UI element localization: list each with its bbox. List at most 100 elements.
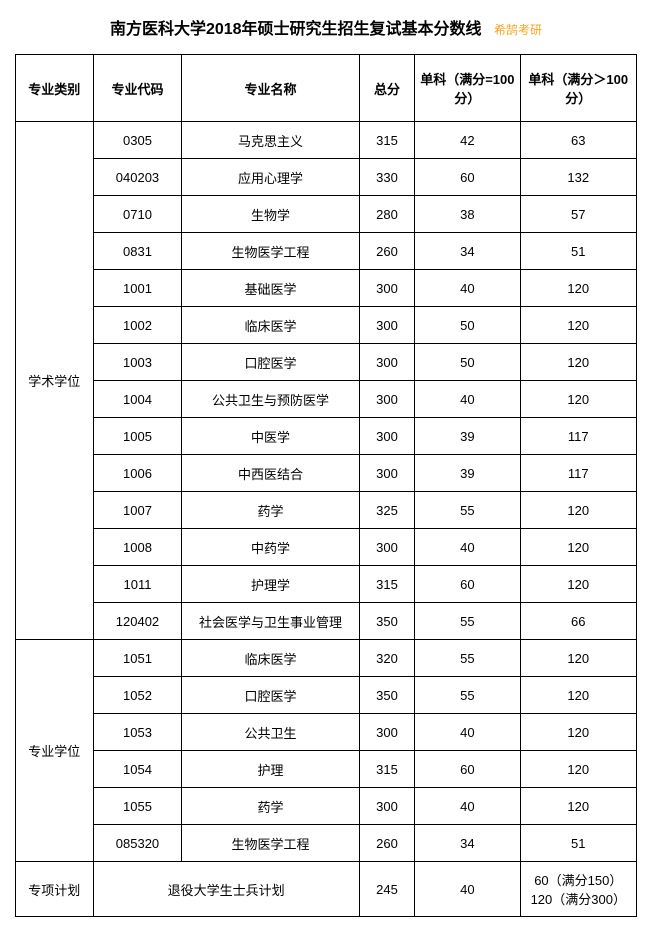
cell-sgt: 120 <box>520 307 636 344</box>
table-row: 1011护理学31560120 <box>16 566 637 603</box>
cell-sgt: 63 <box>520 122 636 159</box>
cell-name: 药学 <box>182 492 359 529</box>
cell-s100: 40 <box>415 714 520 751</box>
cell-total: 260 <box>359 233 414 270</box>
cell-s100: 39 <box>415 455 520 492</box>
cell-sgt: 57 <box>520 196 636 233</box>
cell-code: 1007 <box>93 492 182 529</box>
cell-sgt: 120 <box>520 492 636 529</box>
cell-total: 300 <box>359 307 414 344</box>
table-row: 1052口腔医学35055120 <box>16 677 637 714</box>
cell-name: 生物医学工程 <box>182 233 359 270</box>
header-total: 总分 <box>359 55 414 122</box>
score-table: 专业类别 专业代码 专业名称 总分 单科（满分=100分） 单科（满分＞100分… <box>15 54 637 917</box>
cell-code: 1005 <box>93 418 182 455</box>
table-row: 学术学位0305马克思主义3154263 <box>16 122 637 159</box>
cell-s100: 42 <box>415 122 520 159</box>
special-row: 专项计划退役大学生士兵计划2454060（满分150）120（满分300） <box>16 862 637 917</box>
page-title: 南方医科大学2018年硕士研究生招生复试基本分数线 <box>110 21 482 38</box>
cell-sgt: 120 <box>520 788 636 825</box>
special-category: 专项计划 <box>16 862 94 917</box>
table-row: 1008中药学30040120 <box>16 529 637 566</box>
cell-total: 300 <box>359 270 414 307</box>
table-row: 1055药学30040120 <box>16 788 637 825</box>
cell-total: 260 <box>359 825 414 862</box>
cell-s100: 34 <box>415 825 520 862</box>
cell-code: 120402 <box>93 603 182 640</box>
cell-name: 公共卫生 <box>182 714 359 751</box>
special-s100: 40 <box>415 862 520 917</box>
cell-total: 325 <box>359 492 414 529</box>
cell-s100: 60 <box>415 751 520 788</box>
cell-name: 药学 <box>182 788 359 825</box>
cell-code: 085320 <box>93 825 182 862</box>
cell-code: 1011 <box>93 566 182 603</box>
cell-total: 300 <box>359 381 414 418</box>
cell-sgt: 51 <box>520 825 636 862</box>
table-row: 1005中医学30039117 <box>16 418 637 455</box>
cell-name: 社会医学与卫生事业管理 <box>182 603 359 640</box>
cell-s100: 40 <box>415 270 520 307</box>
cell-sgt: 66 <box>520 603 636 640</box>
cell-s100: 39 <box>415 418 520 455</box>
cell-code: 040203 <box>93 159 182 196</box>
cell-code: 0305 <box>93 122 182 159</box>
cell-s100: 60 <box>415 159 520 196</box>
cell-s100: 38 <box>415 196 520 233</box>
cell-code: 1053 <box>93 714 182 751</box>
cell-code: 0831 <box>93 233 182 270</box>
cell-total: 300 <box>359 455 414 492</box>
cell-name: 生物医学工程 <box>182 825 359 862</box>
cell-code: 1004 <box>93 381 182 418</box>
cell-code: 1006 <box>93 455 182 492</box>
cell-s100: 50 <box>415 307 520 344</box>
cell-total: 350 <box>359 677 414 714</box>
cell-total: 300 <box>359 788 414 825</box>
table-row: 1004公共卫生与预防医学30040120 <box>16 381 637 418</box>
cell-code: 1001 <box>93 270 182 307</box>
header-category: 专业类别 <box>16 55 94 122</box>
cell-name: 公共卫生与预防医学 <box>182 381 359 418</box>
cell-sgt: 120 <box>520 751 636 788</box>
cell-code: 1052 <box>93 677 182 714</box>
cell-code: 1051 <box>93 640 182 677</box>
cell-sgt: 120 <box>520 344 636 381</box>
cell-s100: 40 <box>415 529 520 566</box>
table-row: 1006中西医结合30039117 <box>16 455 637 492</box>
category-cell: 学术学位 <box>16 122 94 640</box>
header-name: 专业名称 <box>182 55 359 122</box>
cell-name: 中西医结合 <box>182 455 359 492</box>
cell-sgt: 120 <box>520 714 636 751</box>
cell-name: 中药学 <box>182 529 359 566</box>
cell-total: 315 <box>359 122 414 159</box>
cell-sgt: 132 <box>520 159 636 196</box>
special-sgt: 60（满分150）120（满分300） <box>520 862 636 917</box>
cell-sgt: 120 <box>520 677 636 714</box>
special-total: 245 <box>359 862 414 917</box>
table-row: 085320生物医学工程2603451 <box>16 825 637 862</box>
cell-name: 护理学 <box>182 566 359 603</box>
cell-total: 315 <box>359 566 414 603</box>
cell-s100: 50 <box>415 344 520 381</box>
cell-s100: 34 <box>415 233 520 270</box>
cell-s100: 60 <box>415 566 520 603</box>
cell-code: 1003 <box>93 344 182 381</box>
cell-total: 330 <box>359 159 414 196</box>
table-row: 0831生物医学工程2603451 <box>16 233 637 270</box>
cell-code: 0710 <box>93 196 182 233</box>
cell-sgt: 120 <box>520 640 636 677</box>
table-row: 1007药学32555120 <box>16 492 637 529</box>
cell-name: 护理 <box>182 751 359 788</box>
cell-total: 280 <box>359 196 414 233</box>
cell-sgt: 120 <box>520 566 636 603</box>
cell-sgt: 51 <box>520 233 636 270</box>
cell-total: 315 <box>359 751 414 788</box>
table-row: 0710生物学2803857 <box>16 196 637 233</box>
cell-code: 1002 <box>93 307 182 344</box>
cell-s100: 40 <box>415 788 520 825</box>
cell-sgt: 117 <box>520 418 636 455</box>
table-row: 1001基础医学30040120 <box>16 270 637 307</box>
cell-total: 300 <box>359 418 414 455</box>
cell-total: 320 <box>359 640 414 677</box>
cell-total: 350 <box>359 603 414 640</box>
